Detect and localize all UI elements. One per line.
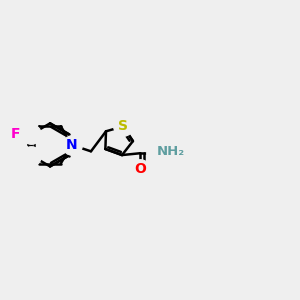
Text: O: O: [134, 162, 146, 176]
Text: NH₂: NH₂: [156, 145, 184, 158]
Text: S: S: [118, 119, 128, 134]
Text: N: N: [66, 138, 77, 152]
Text: F: F: [11, 127, 20, 141]
